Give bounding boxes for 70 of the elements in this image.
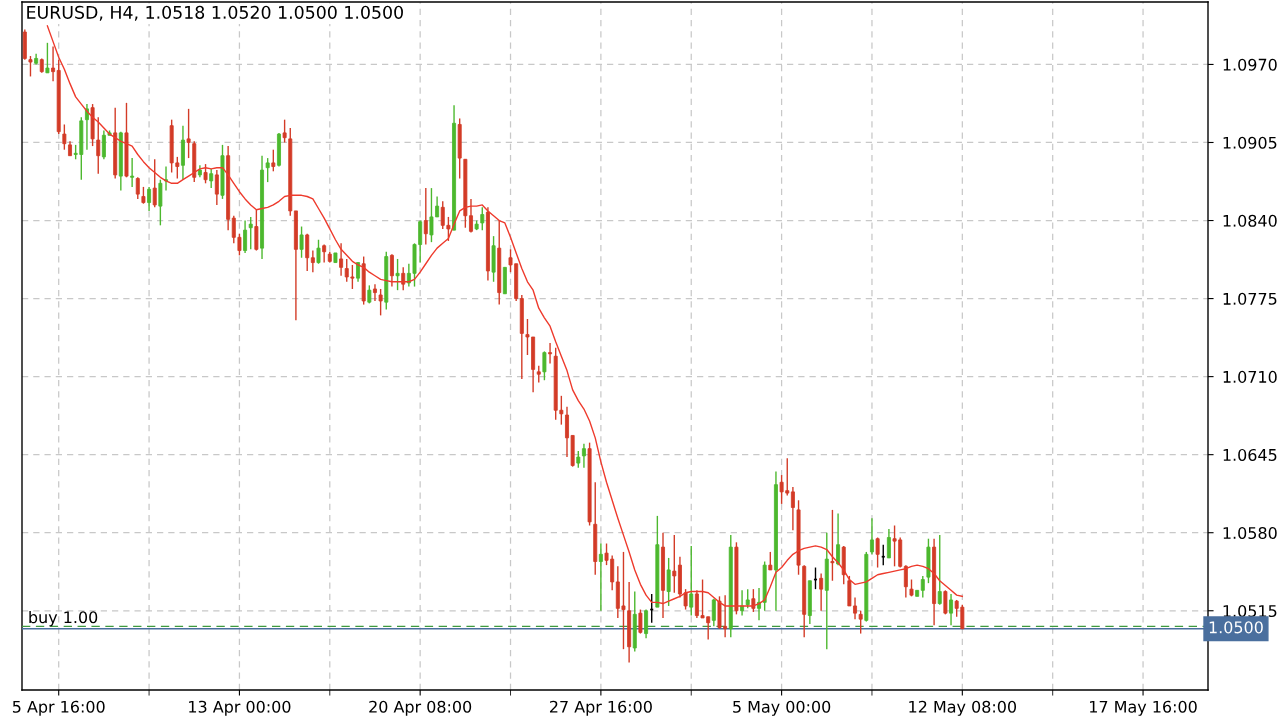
candlestick xyxy=(666,557,671,607)
candlestick xyxy=(45,42,50,74)
candlestick xyxy=(943,589,948,616)
candlestick xyxy=(243,219,248,254)
candlestick xyxy=(745,588,750,610)
candlestick xyxy=(790,486,795,532)
candlestick xyxy=(316,239,321,265)
candlestick xyxy=(203,163,208,185)
candlestick xyxy=(937,534,942,606)
y-tick-label: 1.0970 xyxy=(1223,58,1277,71)
x-tick-label: 27 Apr 16:00 xyxy=(549,700,652,716)
candlestick xyxy=(644,608,649,640)
y-tick-label: 1.0580 xyxy=(1223,526,1277,539)
candlestick xyxy=(248,216,253,251)
candlestick xyxy=(373,283,377,302)
candlestick xyxy=(768,551,773,571)
ref-line-label: 1.0500 xyxy=(1209,621,1263,634)
candlestick xyxy=(51,45,56,82)
candlestick xyxy=(542,350,547,381)
candlestick xyxy=(378,288,383,317)
candlestick xyxy=(830,509,835,582)
candlestick xyxy=(389,253,394,288)
candlestick xyxy=(548,342,553,365)
y-tick-label: 1.0775 xyxy=(1223,292,1277,305)
candlestick xyxy=(886,528,891,559)
candlestick xyxy=(158,179,163,227)
candlestick xyxy=(869,517,874,556)
candlestick xyxy=(638,608,643,635)
candlestick xyxy=(875,536,880,569)
x-tick-label: 5 Apr 16:00 xyxy=(12,700,105,716)
y-tick-label: 1.0840 xyxy=(1223,214,1277,227)
candlestick xyxy=(903,564,908,599)
x-tick-label: 17 May 16:00 xyxy=(1090,700,1197,716)
candlestick xyxy=(339,242,344,277)
y-tick-label: 1.0645 xyxy=(1223,448,1277,461)
candlestick xyxy=(28,55,33,78)
y-tick-label: 1.0905 xyxy=(1223,136,1277,149)
candlestick xyxy=(395,258,400,291)
candlestick xyxy=(152,158,157,209)
candlestick xyxy=(299,225,304,259)
x-tick-label: 13 Apr 00:00 xyxy=(189,700,291,716)
candlestick xyxy=(711,598,716,628)
y-tick-label: 1.0515 xyxy=(1223,604,1277,618)
candlestick xyxy=(689,545,694,617)
candlestick xyxy=(62,123,67,151)
candlestick xyxy=(130,157,135,188)
candlestick xyxy=(305,233,310,272)
x-tick-label: 5 May 00:00 xyxy=(733,700,831,716)
candlestick xyxy=(147,186,152,212)
candlestick xyxy=(581,443,586,469)
x-tick-label: 12 May 08:00 xyxy=(909,700,1017,716)
candlestick xyxy=(310,249,315,273)
candlestick xyxy=(214,169,219,206)
ref-line-label: buy 1.00 xyxy=(29,610,98,627)
candlestick xyxy=(209,168,214,189)
chart-title: EURUSD, H4, 1.0518 1.0520 1.0500 1.0500 xyxy=(27,5,403,21)
candlestick xyxy=(282,118,287,144)
candlestick xyxy=(265,157,270,183)
candlestick xyxy=(254,209,259,252)
candlestick xyxy=(949,593,954,626)
candlestick xyxy=(186,108,191,159)
candlestick xyxy=(135,176,140,200)
candlestick xyxy=(858,610,863,635)
x-tick-label: 20 Apr 08:00 xyxy=(369,700,472,716)
candlestick xyxy=(271,148,276,172)
candlestick xyxy=(920,575,925,599)
candlestick xyxy=(598,542,603,612)
candlestick xyxy=(819,572,824,612)
y-tick-label: 1.0710 xyxy=(1223,370,1277,383)
candlestick xyxy=(423,187,428,246)
